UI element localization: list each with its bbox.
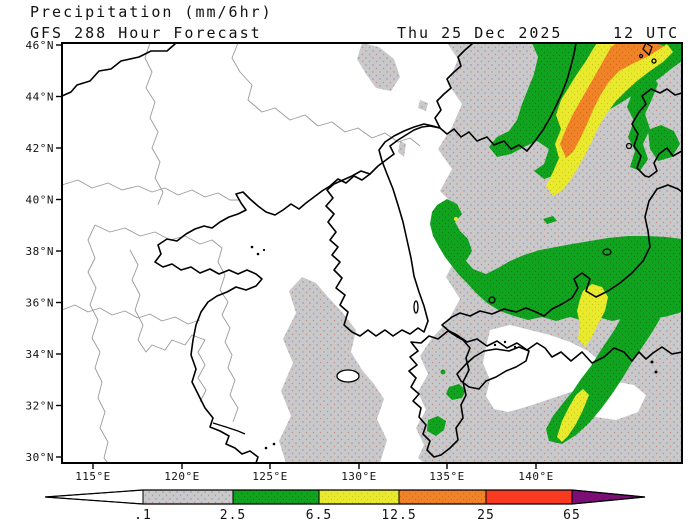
colorbar-label: 6.5	[306, 508, 332, 523]
colorbar-label: 2.5	[220, 508, 246, 523]
island-sakhalin-tip	[642, 43, 653, 56]
lon-tick-labels: 115°E 120°E 125°E 130°E 135°E 140°E	[75, 470, 554, 483]
island-sado	[602, 248, 612, 256]
colorbar-label: 12.5	[381, 508, 416, 523]
colorbar-seg-yellow	[319, 490, 399, 504]
lat-label: 38°N	[26, 245, 55, 258]
coastline-shikoku	[456, 346, 530, 390]
lat-label: 36°N	[26, 297, 55, 310]
colorbar: .1 2.5 6.5 12.5 25 65	[44, 489, 646, 523]
colorbar-seg-red	[486, 490, 572, 504]
islet-dots	[250, 245, 658, 450]
lat-label: 40°N	[26, 194, 55, 207]
colorbar-label: 65	[563, 508, 581, 523]
valid-time-label: 12 UTC	[613, 24, 679, 42]
lat-label: 46°N	[26, 39, 55, 52]
coastline-primorye	[526, 43, 577, 152]
island-jeju	[336, 369, 360, 383]
lon-label: 115°E	[75, 470, 111, 483]
lon-label: 130°E	[341, 470, 377, 483]
precip-region-orange	[560, 43, 664, 158]
coastline-hokkaido	[631, 88, 682, 178]
small-islands	[250, 53, 658, 450]
coastline-yangtze-estuary	[212, 422, 246, 435]
border-china-russia	[434, 43, 473, 129]
border-korea-china	[369, 125, 441, 175]
precip-region-yellow	[454, 43, 673, 442]
island-okushiri	[625, 142, 633, 150]
colorbar-seg-orange	[399, 490, 486, 504]
island-tsushima	[413, 300, 419, 314]
lat-label: 32°N	[26, 400, 55, 413]
colorbar-labels: .1 2.5 6.5 12.5 25 65	[134, 508, 581, 523]
colorbar-label: 25	[477, 508, 495, 523]
lon-label: 120°E	[164, 470, 200, 483]
lat-tick-labels: 46°N 44°N 42°N 40°N 38°N 36°N 34°N 32°N …	[26, 39, 55, 464]
lat-label: 34°N	[26, 348, 55, 361]
lat-label: 42°N	[26, 142, 55, 155]
colorbar-dividers	[142, 490, 573, 504]
lon-label: 140°E	[518, 470, 554, 483]
map-frame: 46°N 44°N 42°N 40°N 38°N 36°N 34°N 32°N …	[26, 39, 683, 483]
coastlines	[62, 43, 682, 463]
coastline-ne-border	[62, 43, 176, 97]
coastline-china-bohai	[154, 173, 371, 463]
model-forecast-label: GFS 288 Hour Forecast	[30, 24, 262, 42]
lon-label: 135°E	[429, 470, 465, 483]
colorbar-label: .1	[134, 508, 152, 523]
lat-label: 30°N	[26, 451, 55, 464]
province-borders	[62, 43, 421, 463]
island-kuril-1	[651, 58, 657, 64]
coastline-korea	[325, 123, 528, 337]
lon-tick-marks	[92, 463, 537, 469]
island-oki	[488, 296, 496, 304]
page-title: Precipitation (mm/6hr)	[30, 3, 273, 21]
lat-tick-marks	[56, 44, 62, 458]
map-area	[62, 43, 682, 463]
colorbar-seg-gray	[143, 490, 233, 504]
lat-label: 44°N	[26, 91, 55, 104]
island-kuril-2	[638, 53, 644, 59]
colorbar-seg-green	[233, 490, 319, 504]
valid-date-label: Thu 25 Dec 2025	[397, 24, 562, 42]
colorbar-above-arrow	[571, 489, 646, 505]
lon-label: 125°E	[252, 470, 288, 483]
coastline-honshu	[441, 184, 682, 364]
coastline-kyushu	[408, 330, 471, 458]
colorbar-below-arrow	[44, 489, 144, 505]
